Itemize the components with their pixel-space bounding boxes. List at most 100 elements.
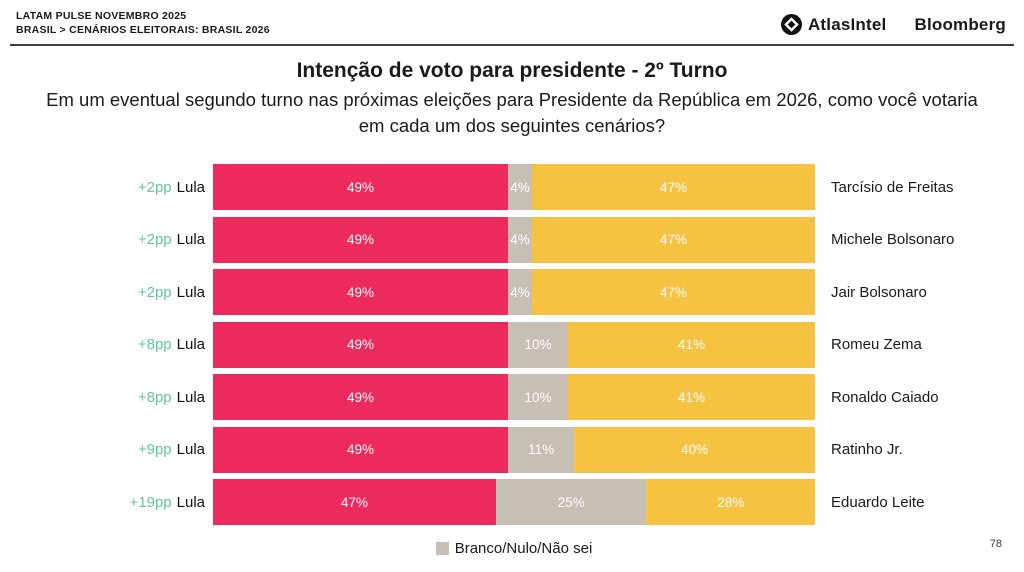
chart-row: +2pp Lula 49% 4% 47% Tarcísio de Freitas [0,164,1024,210]
lead-margin: +19pp [129,493,172,511]
segment-value-label: 47% [660,232,688,247]
stacked-bar: 49% 11% 40% [213,426,815,473]
stacked-bar: 49% 4% 47% [213,216,815,263]
segment-value-label: 47% [660,179,688,195]
header-divider [10,44,1014,46]
chart-row: +8pp Lula 49% 10% 41% Ronaldo Caiado [0,374,1024,420]
stacked-bar: 47% 25% 28% [213,479,815,525]
row-lead-label: +19pp Lula [0,493,206,511]
bar-segment-undecided: 4% [507,164,533,210]
chart: +2pp Lula 49% 4% 47% Tarcísio de Freitas … [0,164,1024,525]
lead-candidate: Lula [176,388,205,406]
segment-value-label: 10% [524,337,552,352]
segment-value-label: 28% [717,494,745,510]
header-meta: LATAM PULSE NOVEMBRO 2025 BRASIL > CENÁR… [16,9,270,37]
header: LATAM PULSE NOVEMBRO 2025 BRASIL > CENÁR… [0,0,1024,44]
bar-segment-opponent: 40% [574,426,815,473]
chart-row: +2pp Lula 49% 4% 47% Jair Bolsonaro [0,269,1024,315]
breadcrumb: BRASIL > CENÁRIOS ELEITORAIS: BRASIL 202… [16,24,270,36]
lead-margin: +8pp [137,388,172,406]
chart-row: +2pp Lula 49% 4% 47% Michele Bolsonaro [0,216,1024,263]
legend-swatch [435,542,449,555]
report-title: LATAM PULSE NOVEMBRO 2025 [16,10,187,22]
lead-margin: +2pp [137,231,172,248]
chart-subtitle: Em um eventual segundo turno nas próxima… [46,89,978,136]
atlasintel-icon [780,14,802,35]
opponent-name: Tarcísio de Freitas [831,178,954,196]
lead-margin: +8pp [137,336,172,353]
bar-segment-undecided: 4% [507,216,533,263]
bar-segment-opponent: 41% [568,321,815,368]
segment-value-label: 4% [510,179,530,195]
bar-segment-opponent: 47% [532,269,815,315]
bar-segment-lula: 47% [213,479,496,525]
row-lead-label: +9pp Lula [0,441,205,458]
opponent-name: Ronaldo Caiado [831,388,939,406]
segment-value-label: 25% [557,494,585,510]
bar-segment-lula: 49% [213,216,508,263]
legend-label: Branco/Nulo/Não sei [454,540,593,557]
segment-value-label: 4% [510,284,530,300]
bar-segment-undecided: 10% [507,321,569,368]
bar-segment-undecided: 11% [507,426,575,473]
atlasintel-wordmark: AtlasIntel [807,14,887,34]
legend: Branco/Nulo/Não sei [213,540,815,557]
bar-segment-lula: 49% [213,164,508,210]
page-number: 78 [989,538,1002,550]
lead-candidate: Lula [176,336,205,353]
bar-segment-undecided: 4% [507,269,533,315]
segment-value-label: 49% [346,284,374,300]
segment-value-label: 11% [528,442,555,457]
segment-value-label: 49% [346,337,374,352]
lead-candidate: Lula [176,441,205,458]
bar-segment-opponent: 47% [532,216,815,263]
lead-margin: +9pp [137,441,172,458]
row-lead-label: +2pp Lula [0,284,205,301]
row-lead-label: +2pp Lula [0,179,205,196]
segment-value-label: 10% [524,389,552,405]
segment-value-label: 49% [346,389,374,405]
stacked-bar: 49% 10% 41% [213,374,815,420]
segment-value-label: 47% [660,284,688,300]
bar-segment-lula: 49% [213,269,508,315]
opponent-name: Ratinho Jr. [831,441,903,458]
row-lead-label: +2pp Lula [0,231,205,248]
bar-segment-lula: 49% [213,374,508,420]
atlasintel-logo: AtlasIntel [780,14,887,35]
bloomberg-logo: Bloomberg [914,14,1006,34]
chart-row: +9pp Lula 49% 11% 40% Ratinho Jr. [0,426,1024,473]
segment-value-label: 49% [346,442,374,457]
bar-segment-lula: 49% [213,426,508,473]
chart-title: Intenção de voto para presidente - 2º Tu… [296,59,728,82]
lead-candidate: Lula [176,231,205,248]
chart-row: +8pp Lula 49% 10% 41% Romeu Zema [0,321,1024,368]
lead-margin: +2pp [137,178,172,196]
opponent-name: Michele Bolsonaro [831,231,955,248]
lead-margin: +2pp [137,283,172,301]
bar-segment-undecided: 25% [495,479,647,525]
segment-value-label: 40% [681,442,709,457]
opponent-name: Jair Bolsonaro [831,283,927,301]
segment-value-label: 4% [510,232,530,247]
bar-segment-opponent: 47% [532,164,815,210]
segment-value-label: 41% [678,389,706,405]
lead-candidate: Lula [176,493,205,511]
stacked-bar: 49% 4% 47% [213,269,815,315]
opponent-name: Romeu Zema [831,336,922,353]
bar-segment-undecided: 10% [507,374,569,420]
segment-value-label: 47% [340,494,368,510]
segment-value-label: 49% [346,179,374,195]
header-brands: AtlasIntel Bloomberg [780,9,1008,35]
lead-candidate: Lula [176,283,205,301]
opponent-name: Eduardo Leite [831,493,925,511]
bar-segment-opponent: 28% [646,479,815,525]
chart-row: +19pp Lula 47% 25% 28% Eduardo Leite [0,479,1024,525]
stacked-bar: 49% 10% 41% [213,321,815,368]
row-lead-label: +8pp Lula [0,336,205,353]
lead-candidate: Lula [176,178,205,196]
segment-value-label: 49% [346,232,374,247]
stacked-bar: 49% 4% 47% [213,164,815,210]
row-lead-label: +8pp Lula [0,389,205,406]
bar-segment-opponent: 41% [568,374,815,420]
